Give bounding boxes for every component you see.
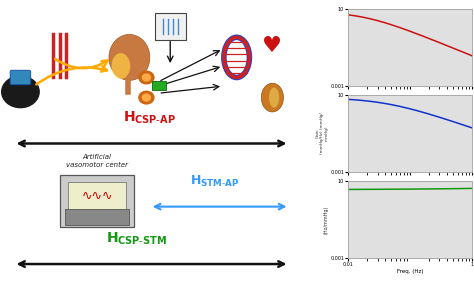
Text: $\mathbf{H}_{\mathbf{CSP\text{-}STM}}$: $\mathbf{H}_{\mathbf{CSP\text{-}STM}}$ — [106, 230, 167, 247]
FancyBboxPatch shape — [10, 70, 31, 85]
Y-axis label: Gain
(mmHg/Hz) (mmHg/
mmHg): Gain (mmHg/Hz) (mmHg/ mmHg) — [316, 113, 329, 154]
Text: Artificial
vasomotor center: Artificial vasomotor center — [66, 154, 128, 168]
X-axis label: Freq. (Hz): Freq. (Hz) — [397, 269, 423, 274]
Ellipse shape — [111, 53, 130, 79]
FancyBboxPatch shape — [68, 182, 126, 211]
Circle shape — [142, 74, 150, 81]
Circle shape — [139, 71, 154, 84]
Text: ♥: ♥ — [263, 36, 283, 56]
Ellipse shape — [269, 88, 279, 108]
Ellipse shape — [109, 34, 150, 80]
FancyBboxPatch shape — [155, 13, 185, 40]
Ellipse shape — [261, 83, 283, 112]
Text: $\mathbf{H}_{\mathbf{STM\text{-}AP}}$: $\mathbf{H}_{\mathbf{STM\text{-}AP}}$ — [190, 174, 239, 189]
FancyBboxPatch shape — [60, 175, 135, 227]
FancyBboxPatch shape — [65, 209, 129, 225]
Circle shape — [142, 94, 150, 101]
Y-axis label: (Hz/mmHg): (Hz/mmHg) — [324, 205, 329, 234]
Circle shape — [139, 91, 154, 104]
Text: ∿∿∿: ∿∿∿ — [81, 190, 113, 203]
Circle shape — [2, 76, 39, 108]
FancyBboxPatch shape — [152, 81, 166, 90]
Text: $\mathbf{H}_{\mathbf{CSP\text{-}AP}}$: $\mathbf{H}_{\mathbf{CSP\text{-}AP}}$ — [123, 110, 176, 126]
